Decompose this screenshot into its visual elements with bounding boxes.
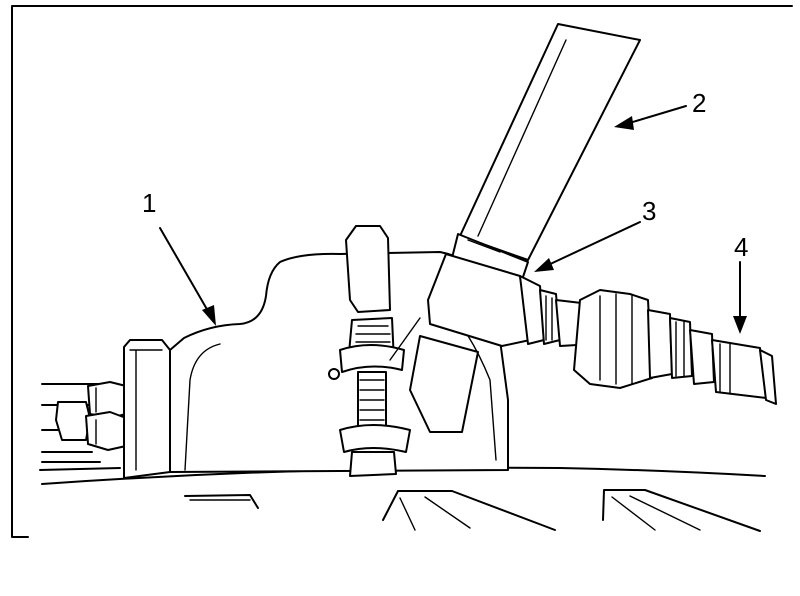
bleeder-hose: [451, 23, 641, 287]
frame-bracket: [11, 5, 793, 538]
callout-3: 3: [642, 196, 656, 226]
base-surface: [41, 466, 766, 532]
callout-4: 4: [734, 232, 748, 262]
mounting-bolts: [39, 381, 127, 471]
c-clamp-tool: [328, 225, 421, 477]
outlet-line: [711, 339, 777, 405]
caliper-cutout: [409, 335, 479, 433]
leader-arrows: [159, 105, 747, 334]
quick-coupler: [573, 289, 715, 389]
callout-1: 1: [142, 188, 156, 218]
callout-2: 2: [692, 88, 706, 118]
